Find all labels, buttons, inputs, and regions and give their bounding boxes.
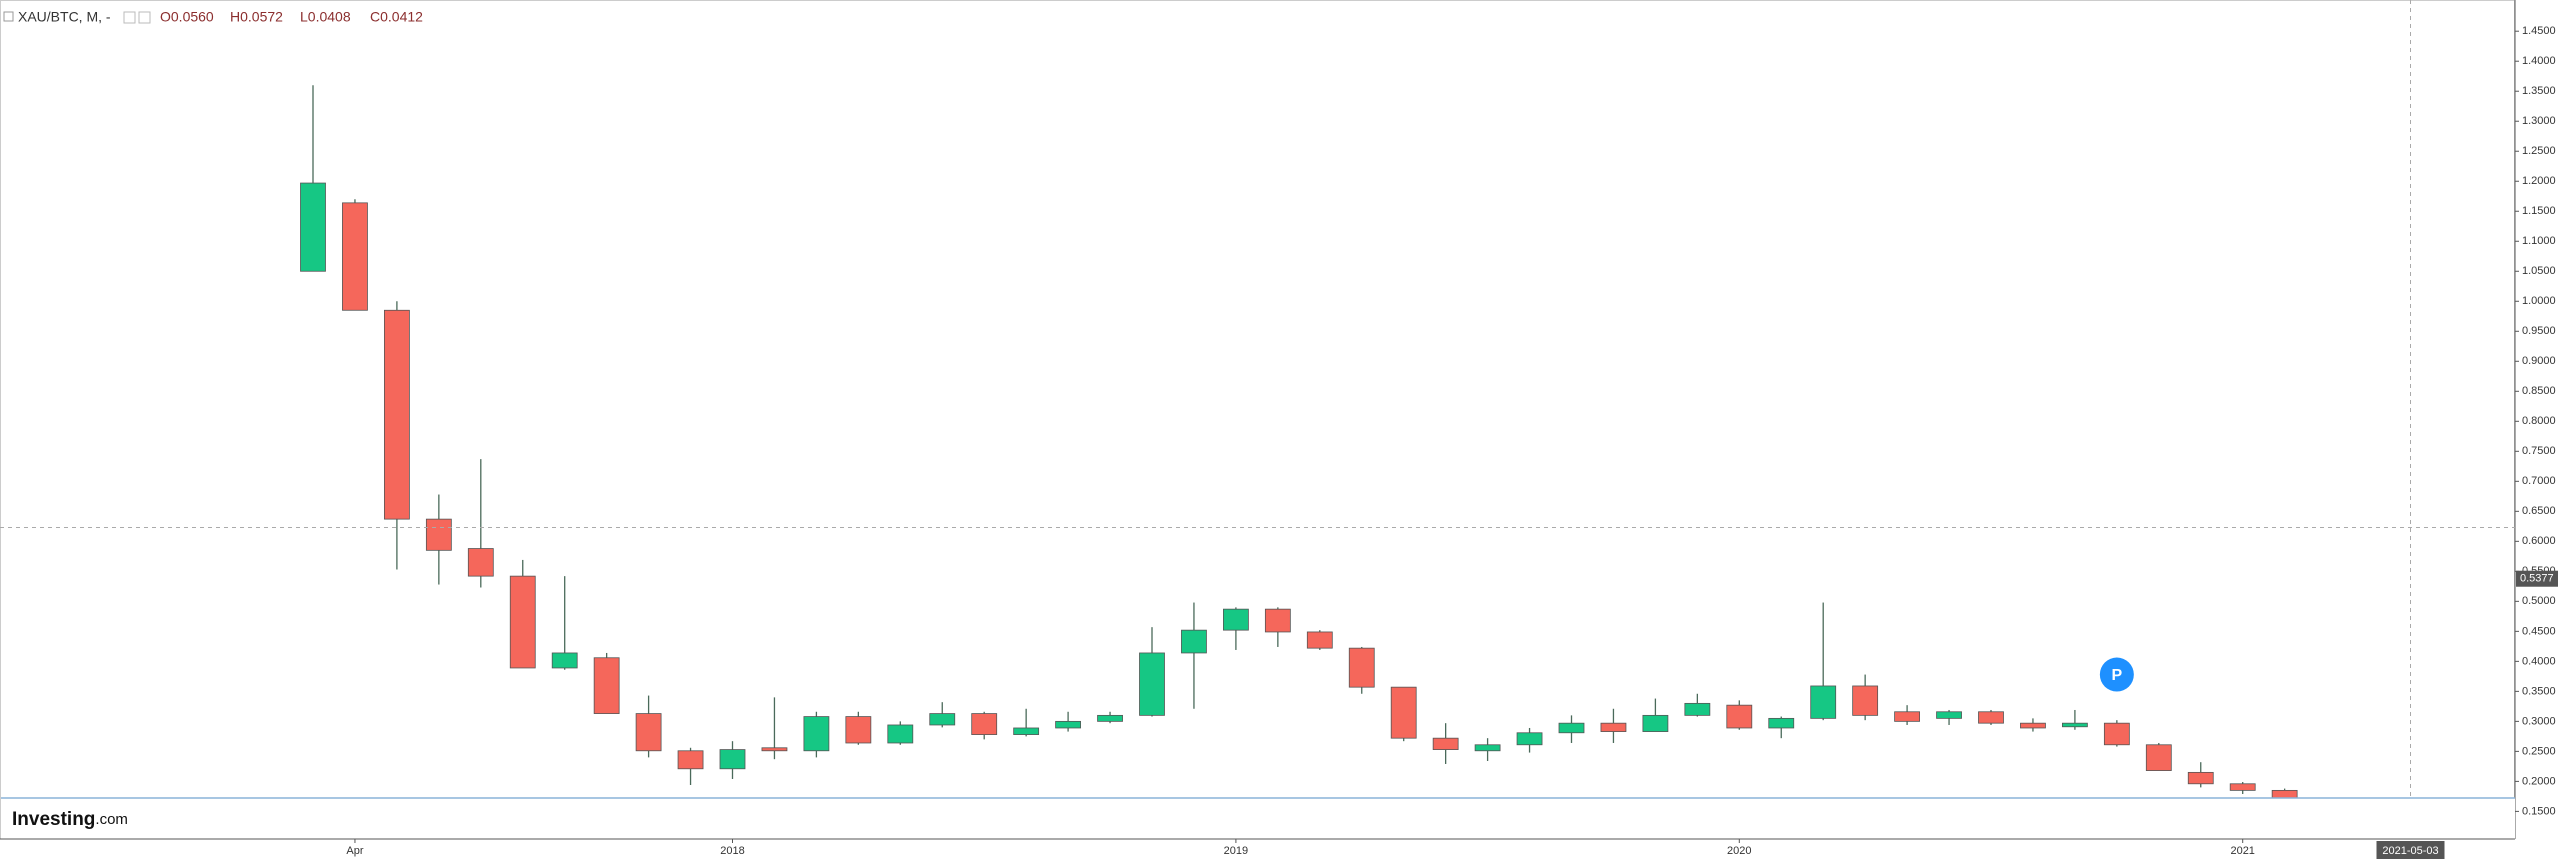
y-tick-label: 1.1500: [2522, 205, 2556, 217]
candle-body: [1978, 711, 2004, 724]
y-tick-label: 0.8500: [2522, 385, 2556, 397]
x-tick-label: 2019: [1224, 845, 1248, 857]
candle-body: [803, 716, 830, 752]
x-tick-label: 2021: [2230, 845, 2254, 857]
ohlc-value: C0.0412: [370, 9, 423, 25]
annotation-text: P: [2112, 667, 2123, 684]
y-tick-label: 0.4000: [2522, 655, 2556, 667]
x-tick-label: 2020: [1727, 845, 1751, 857]
candle-body: [2061, 722, 2088, 728]
candle-body: [2145, 744, 2172, 771]
candle-body: [1139, 652, 1165, 716]
candle-body: [2229, 783, 2256, 791]
y-tick-label: 0.9000: [2522, 355, 2556, 367]
price-marker-label: 0.5377: [2520, 573, 2554, 585]
candle-body: [300, 182, 326, 272]
y-tick-label: 1.2500: [2522, 145, 2556, 157]
y-tick-label: 0.2500: [2522, 745, 2556, 757]
icon: [138, 11, 151, 24]
candle-body: [1181, 629, 1207, 654]
y-tick-label: 1.0000: [2522, 295, 2556, 307]
x-tick-label: 2018: [720, 845, 744, 857]
y-tick-label: 0.3500: [2522, 685, 2556, 697]
candle-body: [2187, 771, 2214, 785]
ohlc-value: H0.0572: [230, 9, 283, 25]
symbol: XAU/BTC, M, -: [18, 9, 111, 25]
candle-body: [1600, 722, 1627, 732]
crosshair-date-box: [2376, 841, 2445, 859]
y-tick-label: 0.4500: [2522, 625, 2556, 637]
candle-body: [551, 652, 578, 669]
collapse-icon[interactable]: [3, 11, 14, 22]
watermark-band: [1, 798, 2515, 839]
y-tick-label: 0.1500: [2522, 805, 2556, 817]
candle-body: [383, 309, 410, 520]
candle-body: [929, 713, 956, 726]
crosshair-date: 2021-05-03: [2382, 845, 2438, 857]
x-tick-label: Apr: [346, 845, 363, 857]
candle-body: [1097, 714, 1123, 722]
candle-body: [761, 747, 788, 752]
y-tick-label: 0.3000: [2522, 715, 2556, 727]
annotation-marker: [2099, 657, 2134, 692]
y-tick-label: 0.7000: [2522, 475, 2556, 487]
y-tick-label: 0.9500: [2522, 325, 2556, 337]
y-tick-label: 0.2000: [2522, 775, 2556, 787]
watermark-brand: Investing: [12, 809, 95, 830]
ohlc-value: O0.0560: [160, 9, 214, 25]
candle-body: [971, 713, 998, 735]
y-tick-label: 1.3500: [2522, 85, 2556, 97]
candle-body: [1558, 722, 1585, 734]
ohlc-value: L0.0408: [300, 9, 351, 25]
candle-body: [1055, 720, 1081, 729]
candle-body: [1894, 711, 1920, 722]
candle-body: [635, 713, 662, 752]
candle-body: [1852, 685, 1879, 716]
candle-body: [1474, 744, 1501, 752]
candle-body: [1264, 608, 1291, 633]
y-tick-label: 1.2000: [2522, 175, 2556, 187]
candle-body: [1013, 727, 1040, 735]
plot-area: [0, 0, 2515, 839]
candle-body: [1348, 647, 1375, 688]
watermark: Investing.com: [12, 809, 128, 830]
candle-body: [1726, 704, 1753, 729]
candle-body: [593, 657, 620, 714]
candle-body: [2103, 722, 2130, 746]
y-tick-label: 1.3000: [2522, 115, 2556, 127]
candle-body: [1306, 631, 1333, 649]
y-tick-label: 0.6500: [2522, 505, 2556, 517]
price-marker: [2516, 570, 2558, 587]
y-tick-label: 0.5000: [2522, 595, 2556, 607]
candle-body: [677, 750, 704, 770]
candle-body: [887, 724, 914, 744]
y-tick-label: 1.4500: [2522, 25, 2556, 37]
candle-body: [1432, 737, 1459, 750]
candle-body: [845, 716, 872, 744]
candle-body: [719, 749, 746, 770]
y-tick-label: 0.6000: [2522, 535, 2556, 547]
candle-body: [2020, 722, 2046, 729]
candle-body: [1768, 717, 1795, 729]
y-tick-label: 1.1000: [2522, 235, 2556, 247]
candle-body: [1223, 608, 1249, 631]
candle-body: [509, 575, 536, 669]
candle-body: [1390, 686, 1417, 739]
candle-body: [342, 202, 368, 311]
y-tick-label: 0.8000: [2522, 415, 2556, 427]
candle-body: [1516, 732, 1543, 746]
y-tick-label: 1.0500: [2522, 265, 2556, 277]
candle-body: [1810, 685, 1837, 719]
candle-body: [1684, 702, 1711, 716]
candle-body: [425, 518, 452, 551]
y-tick-label: 0.7500: [2522, 445, 2556, 457]
candle-body: [1642, 714, 1669, 732]
icon: [123, 11, 136, 24]
watermark-suffix: .com: [95, 811, 128, 828]
y-tick-label: 1.4000: [2522, 55, 2556, 67]
candle-body: [467, 548, 494, 577]
candle-body: [1936, 711, 1962, 719]
